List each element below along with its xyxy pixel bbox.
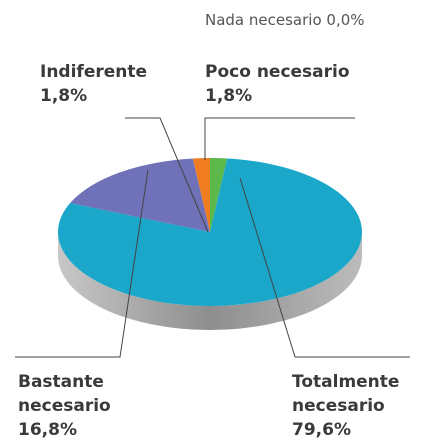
- slice-label: Poco necesario 1,8%: [205, 60, 395, 108]
- leader-line: [204, 117, 355, 160]
- value-label: 79,6%: [292, 420, 351, 440]
- pie-slices: [57, 158, 362, 306]
- value-label: 0,0%: [326, 11, 365, 29]
- category-name: Bastante necesario: [18, 372, 111, 416]
- category-name: Nada necesario: [205, 11, 322, 29]
- slice-label: Totalmente necesario 79,6%: [292, 370, 417, 442]
- pie-side: [58, 232, 362, 330]
- value-label: 16,8%: [18, 420, 77, 440]
- value-label: 1,8%: [205, 86, 253, 106]
- leader-line: [125, 117, 209, 233]
- pie-side-band: [58, 232, 362, 330]
- leader-line: [15, 169, 149, 358]
- leader-line: [239, 177, 410, 358]
- category-name: Indiferente: [40, 62, 148, 82]
- category-name: Totalmente necesario: [292, 372, 400, 416]
- slice-label: Nada necesario 0,0%: [205, 8, 365, 32]
- category-name: Poco necesario: [205, 62, 350, 82]
- pie-slice: [70, 158, 210, 232]
- pie-slice: [57, 158, 362, 306]
- pie-slice: [210, 158, 228, 232]
- pie-slice: [192, 158, 210, 232]
- slice-label: Bastante necesario 16,8%: [18, 370, 128, 442]
- slice-label: Indiferente 1,8%: [40, 60, 180, 108]
- leader-lines: [15, 117, 410, 358]
- value-label: 1,8%: [40, 86, 88, 106]
